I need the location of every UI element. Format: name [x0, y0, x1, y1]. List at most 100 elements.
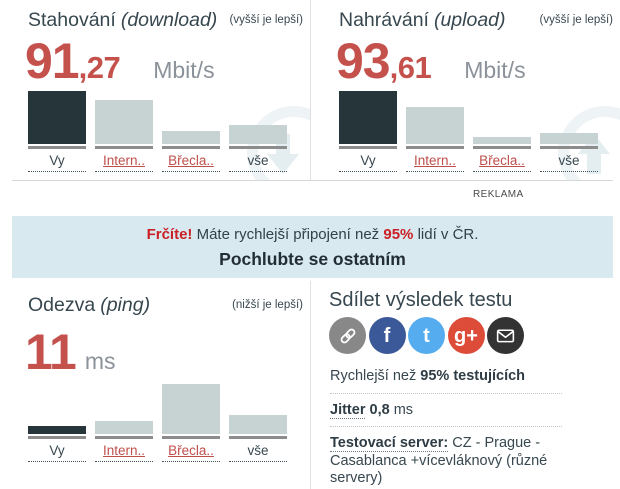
bar — [95, 421, 153, 434]
bar-baseline — [95, 436, 153, 439]
bar-label: vše — [229, 439, 287, 462]
jitter-value: 0,8 — [369, 401, 390, 418]
bar-track — [339, 91, 397, 144]
bar-track — [95, 91, 153, 144]
bar — [540, 133, 598, 144]
upload-bar-chart: Vy Intern.. Břecla.. vše — [339, 91, 598, 172]
share-icons-row: f t g+ — [329, 317, 524, 354]
banner-highlight: Frčíte! — [146, 226, 193, 243]
download-title: Stahování (download) — [28, 9, 217, 32]
bar-baseline — [406, 146, 464, 149]
upload-arrow-icon — [578, 134, 610, 174]
percentile-value: 95% testujících — [420, 368, 526, 384]
bottom-row: Odezva (ping) (nižší je lepší) 11 ms Vy Int… — [0, 285, 620, 489]
ad-label: REKLAMA — [473, 189, 524, 200]
download-subtitle: (download) — [120, 9, 218, 31]
bar-track — [162, 381, 220, 434]
bar-track — [28, 91, 86, 144]
download-unit: Mbit/s — [153, 57, 215, 83]
bar-column: vše — [229, 91, 287, 172]
bar-column: Vy — [28, 91, 86, 172]
bar — [95, 100, 153, 144]
percentile-prefix: Rychlejší než — [330, 368, 417, 384]
bar-label: vše — [540, 149, 598, 172]
bar-baseline — [95, 146, 153, 149]
horizontal-divider — [12, 180, 613, 181]
ping-unit: ms — [84, 348, 116, 374]
ping-title: Odezva (ping) — [28, 294, 150, 317]
download-value: 91,27 Mbit/s — [25, 36, 215, 86]
facebook-share-button[interactable]: f — [368, 317, 406, 354]
ping-subtitle: (ping) — [100, 294, 151, 316]
ping-bar-chart: Vy Intern.. Břecla.. vše — [28, 381, 287, 462]
server-label[interactable]: Testovací server: — [330, 435, 449, 452]
bar-column: Intern.. — [406, 91, 464, 172]
twitter-share-button[interactable]: t — [408, 317, 445, 354]
bar-column: vše — [229, 381, 287, 462]
bar-track — [540, 91, 598, 144]
email-icon — [495, 325, 516, 346]
upload-title: Nahrávání (upload) — [339, 9, 506, 32]
email-share-button[interactable] — [487, 317, 524, 354]
banner-percent: 95% — [383, 226, 414, 243]
bar-column: Vy — [28, 381, 86, 462]
jitter-row: Jitter 0,8 ms — [330, 394, 562, 427]
google-plus-icon: g+ — [454, 324, 478, 347]
bar-baseline — [229, 436, 287, 439]
google-plus-share-button[interactable]: g+ — [447, 317, 485, 354]
result-banner: Frčíte! Máte rychlejší připojení než 95%… — [12, 216, 613, 278]
bar-label[interactable]: Břecla.. — [162, 149, 220, 172]
bar-column: Vy — [339, 91, 397, 172]
download-value-dec: ,27 — [78, 50, 121, 85]
bar — [28, 426, 86, 434]
bar-column: Břecla.. — [162, 381, 220, 462]
server-row: Testovací server: CZ - Prague - Casablan… — [330, 427, 562, 489]
bar — [229, 125, 287, 144]
download-arrow-icon — [267, 134, 299, 174]
bar — [162, 131, 220, 144]
upload-title-text: Nahrávání — [339, 9, 429, 31]
bar — [406, 107, 464, 144]
banner-text-before: Máte rychlejší připojení než — [196, 226, 380, 243]
banner-cta[interactable]: Pochlubte se ostatním — [219, 249, 406, 269]
bar-column: Břecla.. — [162, 91, 220, 172]
bar-track — [229, 381, 287, 434]
bar — [28, 91, 86, 144]
bar-baseline — [473, 146, 531, 149]
banner-text-after: lidí v ČR. — [417, 226, 479, 243]
bar-label[interactable]: Břecla.. — [473, 149, 531, 172]
bar-label[interactable]: Intern.. — [406, 149, 464, 172]
bar-baseline — [28, 146, 86, 149]
link-icon — [338, 326, 358, 346]
jitter-label[interactable]: Jitter — [330, 401, 366, 419]
bar-label[interactable]: Intern.. — [95, 149, 153, 172]
upload-subtitle: (upload) — [433, 9, 506, 31]
share-title: Sdílet výsledek testu — [329, 289, 513, 311]
ping-panel: Odezva (ping) (nižší je lepší) 11 ms Vy Int… — [0, 285, 310, 489]
download-bar-chart: Vy Intern.. Břecla.. vše — [28, 91, 287, 172]
banner-message: Frčíte! Máte rychlejší připojení než 95%… — [12, 225, 613, 245]
bar-label: Vy — [28, 439, 86, 462]
bar-label[interactable]: Intern.. — [95, 439, 153, 462]
bar-baseline — [28, 436, 86, 439]
bar-baseline — [162, 436, 220, 439]
bar-baseline — [229, 146, 287, 149]
percentile-row: Rychlejší než 95% testujících — [330, 365, 562, 394]
share-panel: Sdílet výsledek testu f t g+ Rychlejší než… — [310, 285, 620, 489]
bar-track — [406, 91, 464, 144]
upload-value: 93,61 Mbit/s — [336, 36, 526, 86]
link-share-button[interactable] — [329, 317, 366, 354]
upload-panel: Nahrávání (upload) (vyšší je lepší) 93,61… — [310, 0, 620, 180]
upload-value-dec: ,61 — [389, 50, 432, 85]
bar — [229, 415, 287, 434]
bar-baseline — [339, 146, 397, 149]
download-panel: Stahování (download) (vyšší je lepší) 91,… — [0, 0, 310, 180]
bar-column: vše — [540, 91, 598, 172]
bar-track — [95, 381, 153, 434]
bar-baseline — [162, 146, 220, 149]
upload-hint: (vyšší je lepší) — [539, 14, 614, 26]
bar-label[interactable]: Břecla.. — [162, 439, 220, 462]
upload-value-int: 93 — [336, 33, 391, 89]
ping-value-int: 11 — [25, 324, 77, 380]
